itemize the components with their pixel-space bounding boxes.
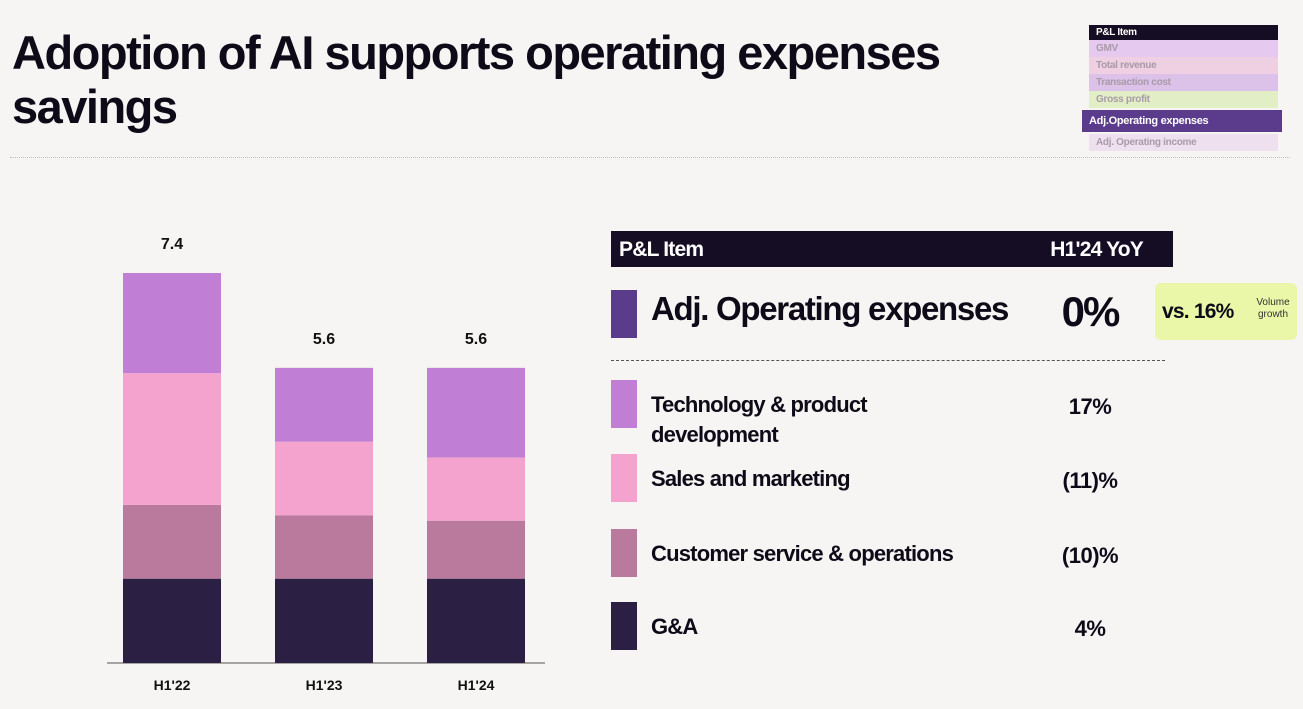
swatch [611,529,637,577]
bar-segment [123,273,221,374]
row-yoy: 4% [1074,616,1106,641]
divider [611,360,1165,361]
callout-note: Volume growth [1256,297,1290,320]
chart: 7.4 H1'22 5.6 H1'23 5.6 H1'24 [107,236,545,693]
row-label: Sales and marketing [651,466,851,491]
row-label: G&A [651,614,698,639]
total-yoy: 0% [1061,288,1121,335]
x-tick-label: H1'22 [154,677,191,693]
swatch [611,380,637,428]
bar-segment [275,367,373,442]
nav-item: Adj. Operating income [1089,134,1278,151]
bar-segment [275,441,373,516]
bar-segment [427,578,525,663]
bar-segment [275,515,373,579]
x-tick-label: H1'24 [458,677,495,693]
slide-title: Adoption of AI supports operating expens… [12,26,941,133]
nav-item: Transaction cost [1089,74,1278,91]
nav-item: Gross profit [1089,91,1278,108]
nav-item: Total revenue [1089,57,1278,74]
bar-segment [275,578,373,663]
swatch [611,602,637,650]
table-header: P&L Item H1'24 YoY [611,231,1173,267]
total-label: Adj. Operating expenses [651,290,1009,327]
swatch [611,454,637,502]
bar-segment [123,578,221,663]
total-label: 7.4 [161,236,183,253]
bar-segment [427,520,525,579]
row-label: Technology & product development [651,392,868,447]
separator [10,157,1290,158]
swatch [611,290,637,338]
callout-main: vs. 16% [1162,300,1234,323]
bar-segment [427,457,525,521]
nav-header: P&L Item [1089,25,1278,40]
row-yoy: (10)% [1061,543,1119,568]
callout: vs. 16% Volume growth [1155,283,1297,340]
nav-item-active: Adj.Operating expenses [1082,110,1282,132]
bar-segment [427,367,525,458]
row-label: Customer service & operations [651,541,954,566]
nav-item: GMV [1089,40,1278,57]
total-label: 5.6 [313,331,335,348]
nav-table: P&L Item GMV Total revenue Transaction cos… [1082,25,1282,151]
total-label: 5.6 [465,331,487,348]
row-yoy: (11)% [1062,468,1118,493]
bar-segment [123,504,221,579]
header-cell: H1'24 YoY [1050,238,1144,261]
x-tick-label: H1'23 [306,677,343,693]
row-yoy: 17% [1068,394,1112,419]
header-cell: P&L Item [619,238,704,261]
bar-segment [123,373,221,505]
